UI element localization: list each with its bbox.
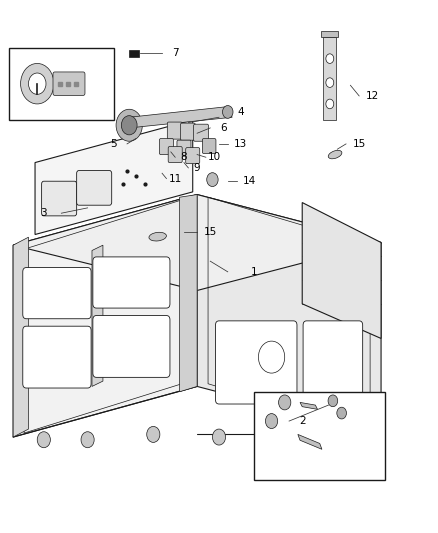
FancyBboxPatch shape xyxy=(159,139,173,155)
Circle shape xyxy=(81,432,94,448)
Bar xyxy=(9,48,114,120)
Circle shape xyxy=(326,99,334,109)
FancyBboxPatch shape xyxy=(168,147,182,163)
Text: 8: 8 xyxy=(180,152,187,162)
Circle shape xyxy=(207,173,218,187)
Circle shape xyxy=(279,395,291,410)
FancyBboxPatch shape xyxy=(303,321,363,420)
Polygon shape xyxy=(35,120,193,235)
FancyBboxPatch shape xyxy=(42,181,77,216)
Circle shape xyxy=(121,116,137,135)
FancyBboxPatch shape xyxy=(177,140,191,156)
Polygon shape xyxy=(129,107,232,128)
Text: 5: 5 xyxy=(110,139,117,149)
Text: 14: 14 xyxy=(243,176,256,186)
Text: 2: 2 xyxy=(299,416,306,426)
Circle shape xyxy=(265,414,278,429)
Polygon shape xyxy=(13,195,381,290)
FancyBboxPatch shape xyxy=(194,124,208,141)
Circle shape xyxy=(335,429,348,445)
Text: 11: 11 xyxy=(169,174,182,183)
FancyBboxPatch shape xyxy=(202,139,216,154)
FancyBboxPatch shape xyxy=(215,321,297,404)
FancyBboxPatch shape xyxy=(77,171,112,205)
Text: 15: 15 xyxy=(353,139,366,149)
Polygon shape xyxy=(92,245,103,386)
Text: 6: 6 xyxy=(220,123,227,133)
Circle shape xyxy=(326,78,334,87)
Circle shape xyxy=(278,429,291,445)
FancyBboxPatch shape xyxy=(180,123,195,140)
Text: 1: 1 xyxy=(251,267,258,277)
Polygon shape xyxy=(197,195,381,434)
Bar xyxy=(254,392,385,480)
Circle shape xyxy=(328,395,338,407)
Text: 13: 13 xyxy=(234,139,247,149)
FancyBboxPatch shape xyxy=(23,326,91,388)
Ellipse shape xyxy=(328,150,342,159)
Circle shape xyxy=(147,426,160,442)
Text: 15: 15 xyxy=(204,227,217,237)
FancyBboxPatch shape xyxy=(53,72,85,95)
Circle shape xyxy=(37,432,50,448)
Circle shape xyxy=(28,73,46,94)
Text: 3: 3 xyxy=(40,208,47,218)
FancyBboxPatch shape xyxy=(93,257,170,308)
Text: 7: 7 xyxy=(172,49,179,58)
Text: 12: 12 xyxy=(366,91,379,101)
Text: 4: 4 xyxy=(237,107,244,117)
Bar xyxy=(321,31,338,37)
Circle shape xyxy=(21,63,54,104)
Polygon shape xyxy=(13,237,28,437)
Bar xyxy=(129,50,139,57)
FancyBboxPatch shape xyxy=(93,316,170,377)
Text: 9: 9 xyxy=(194,163,201,173)
Circle shape xyxy=(212,429,226,445)
FancyBboxPatch shape xyxy=(23,268,91,319)
FancyBboxPatch shape xyxy=(186,148,200,164)
Circle shape xyxy=(116,109,142,141)
Polygon shape xyxy=(300,402,318,409)
Circle shape xyxy=(337,407,346,419)
Ellipse shape xyxy=(149,232,166,241)
Polygon shape xyxy=(13,195,197,437)
Polygon shape xyxy=(298,434,322,449)
Polygon shape xyxy=(180,195,197,392)
FancyBboxPatch shape xyxy=(167,122,182,139)
Text: 10: 10 xyxy=(208,152,221,162)
Polygon shape xyxy=(302,203,381,338)
Circle shape xyxy=(326,54,334,63)
Bar xyxy=(323,37,336,120)
Circle shape xyxy=(223,106,233,118)
